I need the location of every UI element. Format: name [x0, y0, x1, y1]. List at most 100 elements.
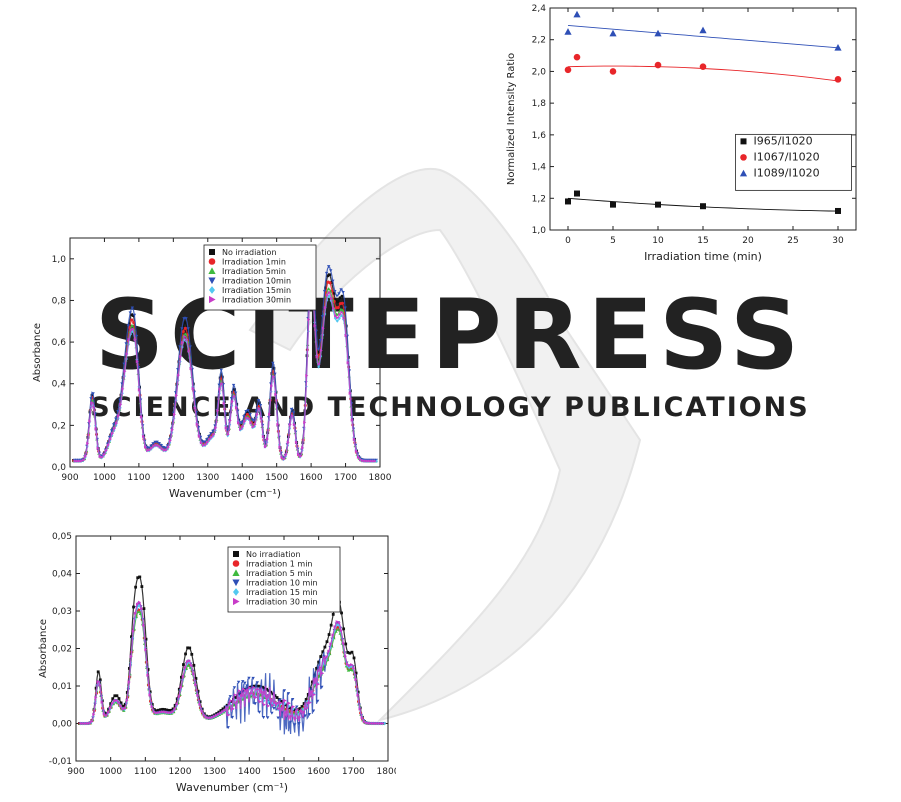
spectrum-point	[288, 706, 291, 710]
spectrum-point	[179, 675, 183, 679]
spectrum-point	[150, 446, 154, 450]
spectrum-point	[263, 445, 267, 449]
spectrum-point	[341, 641, 345, 645]
spectrum-point	[321, 326, 325, 330]
spectrum-point	[186, 646, 190, 650]
x-tick-label: 1300	[203, 767, 226, 777]
spectrum-line	[73, 280, 377, 462]
x-tick-label: 5	[610, 236, 616, 246]
spectrum-point	[302, 702, 306, 705]
spectrum-point	[346, 361, 350, 365]
spectrum-point	[275, 696, 279, 699]
spectrum-point	[240, 421, 244, 425]
spectrum-point	[315, 699, 320, 703]
spectrum-point	[132, 313, 137, 317]
spectrum-point	[278, 698, 282, 702]
spectrum-point	[253, 702, 257, 706]
spectrum-point	[248, 412, 252, 417]
spectrum-point	[377, 721, 381, 726]
spectrum-point	[129, 313, 133, 317]
spectrum-point	[358, 707, 362, 711]
spectrum-point	[113, 694, 117, 698]
spectrum-point	[187, 660, 191, 665]
y-tick-label: -0,01	[49, 757, 72, 767]
spectrum-point	[164, 448, 168, 452]
spectrum-point	[304, 706, 308, 711]
spectrum-point	[135, 602, 140, 606]
spectrum-point	[206, 716, 210, 720]
spectrum-point	[341, 290, 345, 295]
spectrum-point	[184, 317, 188, 321]
spectrum-point	[244, 409, 248, 414]
spectrum-point	[215, 713, 219, 718]
spectrum-point	[246, 409, 250, 413]
spectrum-point	[354, 449, 358, 453]
spectrum-point	[179, 685, 183, 689]
spectrum-point	[187, 349, 191, 353]
spectrum-point	[301, 446, 305, 450]
spectrum-point	[172, 412, 177, 417]
spectrum-point	[146, 668, 150, 671]
spectrum-point	[321, 671, 325, 676]
legend-marker	[233, 588, 239, 596]
y-tick-label: 0,04	[52, 570, 72, 580]
legend-marker	[232, 560, 240, 567]
spectrum-point	[230, 399, 234, 404]
spectrum-point	[162, 448, 166, 452]
spectrum-point	[252, 685, 256, 690]
spectrum-point	[221, 707, 225, 711]
spectrum-point	[84, 454, 88, 458]
spectrum-point	[256, 684, 260, 688]
spectrum-point	[130, 306, 135, 310]
spectrum-point	[316, 682, 320, 686]
spectrum-point	[155, 440, 159, 444]
spectrum-point	[325, 655, 329, 659]
spectrum-point	[116, 409, 120, 414]
spectrum-point	[311, 680, 314, 684]
spectrum-point	[199, 441, 203, 445]
legend-label: I965/I1020	[754, 134, 813, 147]
spectrum-point	[307, 712, 311, 717]
x-tick-label: 900	[67, 767, 84, 777]
spectrum-point	[173, 707, 177, 711]
y-tick-label: 1,6	[532, 131, 547, 141]
spectrum-point	[344, 333, 348, 338]
spectrum-point	[283, 698, 287, 703]
spectrum-point	[300, 705, 304, 708]
spectrum-point	[133, 337, 137, 342]
spectrum-point	[319, 665, 323, 670]
legend-box	[227, 546, 341, 613]
spectrum-point	[218, 387, 222, 391]
spectrum-point	[141, 434, 146, 439]
spectrum-point	[368, 721, 372, 726]
spectrum-point	[272, 706, 276, 711]
spectrum-point	[327, 633, 331, 636]
spectrum-point	[219, 368, 223, 372]
spectrum-point	[356, 690, 360, 694]
spectrum-point	[108, 437, 112, 441]
spectrum-point	[144, 445, 148, 449]
spectrum-point	[202, 712, 206, 716]
spectrum-point	[233, 391, 238, 395]
spectrum-point	[336, 305, 340, 310]
spectrum-point	[326, 287, 331, 291]
spectrum-point	[119, 402, 123, 407]
spectrum-point	[98, 678, 102, 682]
spectrum-point	[219, 709, 223, 712]
spectrum-point	[381, 721, 385, 726]
x-tick-label: 15	[697, 236, 708, 246]
spectrum-point	[152, 709, 156, 714]
spectrum-point	[350, 662, 354, 667]
spectrum-point	[92, 405, 96, 409]
spectrum-point	[114, 417, 118, 421]
spectrum-point	[326, 265, 331, 269]
legend-marker	[209, 295, 216, 304]
spectrum-point	[331, 612, 335, 616]
spectrum-point	[243, 681, 247, 685]
spectrum-point	[337, 621, 341, 625]
spectrum-point	[373, 721, 377, 726]
spectrum-point	[352, 666, 356, 670]
spectrum-point	[184, 652, 187, 656]
spectrum-point	[266, 716, 270, 720]
spectrum-point	[127, 680, 131, 684]
